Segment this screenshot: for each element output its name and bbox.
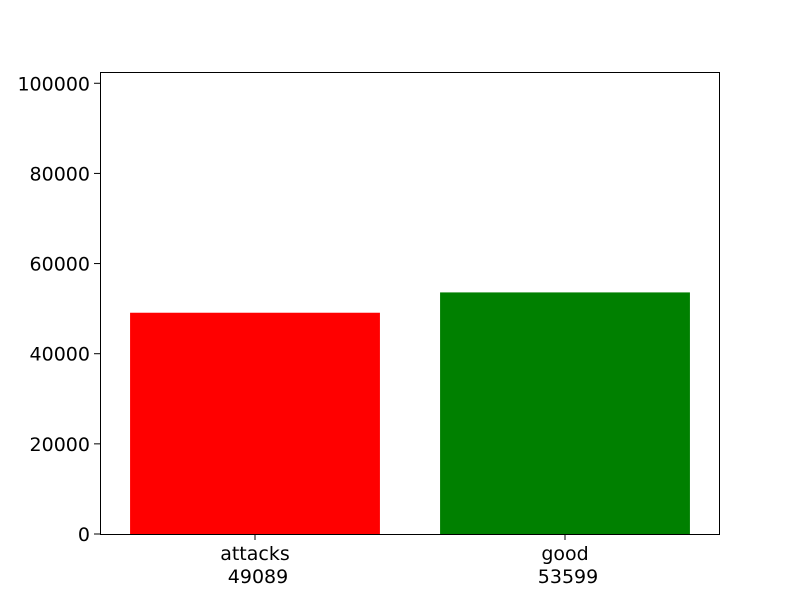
x-tick-label-name: good: [541, 543, 588, 565]
bars-group: [130, 292, 690, 534]
bar-good: [440, 292, 690, 534]
bar-attacks: [130, 312, 380, 534]
plot-frame: [100, 72, 720, 535]
y-tick-label: 40000: [30, 344, 90, 366]
y-tick-label: 60000: [30, 254, 90, 276]
y-tick-label: 20000: [30, 434, 90, 456]
x-tick-label-value: 49089: [228, 566, 288, 588]
y-tick-label: 80000: [30, 163, 90, 185]
y-tick-label: 0: [78, 524, 90, 546]
y-tick-label: 100000: [17, 73, 90, 95]
x-tick-label-value: 53599: [538, 566, 598, 588]
x-tick-label-name: attacks: [220, 543, 290, 565]
y-axis: 0 20000 40000 60000 80000 100000: [17, 73, 100, 546]
plot-area: [100, 72, 720, 535]
